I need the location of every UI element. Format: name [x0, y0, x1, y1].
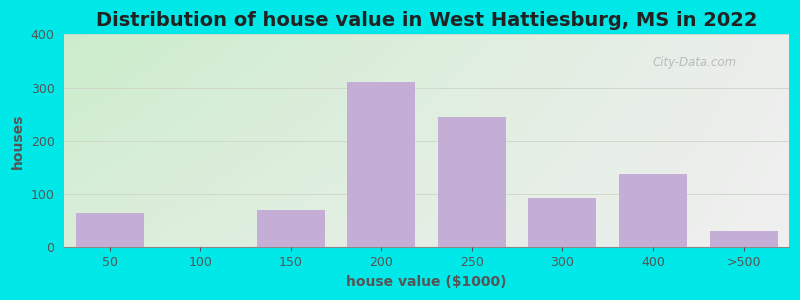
Bar — [438, 117, 506, 247]
Bar — [619, 174, 687, 247]
Y-axis label: houses: houses — [11, 113, 25, 169]
Bar — [529, 198, 597, 247]
Bar — [710, 231, 778, 247]
Title: Distribution of house value in West Hattiesburg, MS in 2022: Distribution of house value in West Hatt… — [96, 11, 758, 30]
Bar — [347, 82, 415, 247]
Bar — [75, 213, 143, 247]
Bar — [257, 210, 325, 247]
X-axis label: house value ($1000): house value ($1000) — [346, 275, 507, 289]
Text: City-Data.com: City-Data.com — [653, 56, 737, 69]
